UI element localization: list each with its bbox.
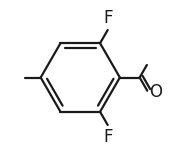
Text: F: F	[103, 128, 112, 146]
Text: O: O	[150, 83, 163, 101]
Text: F: F	[103, 9, 112, 27]
